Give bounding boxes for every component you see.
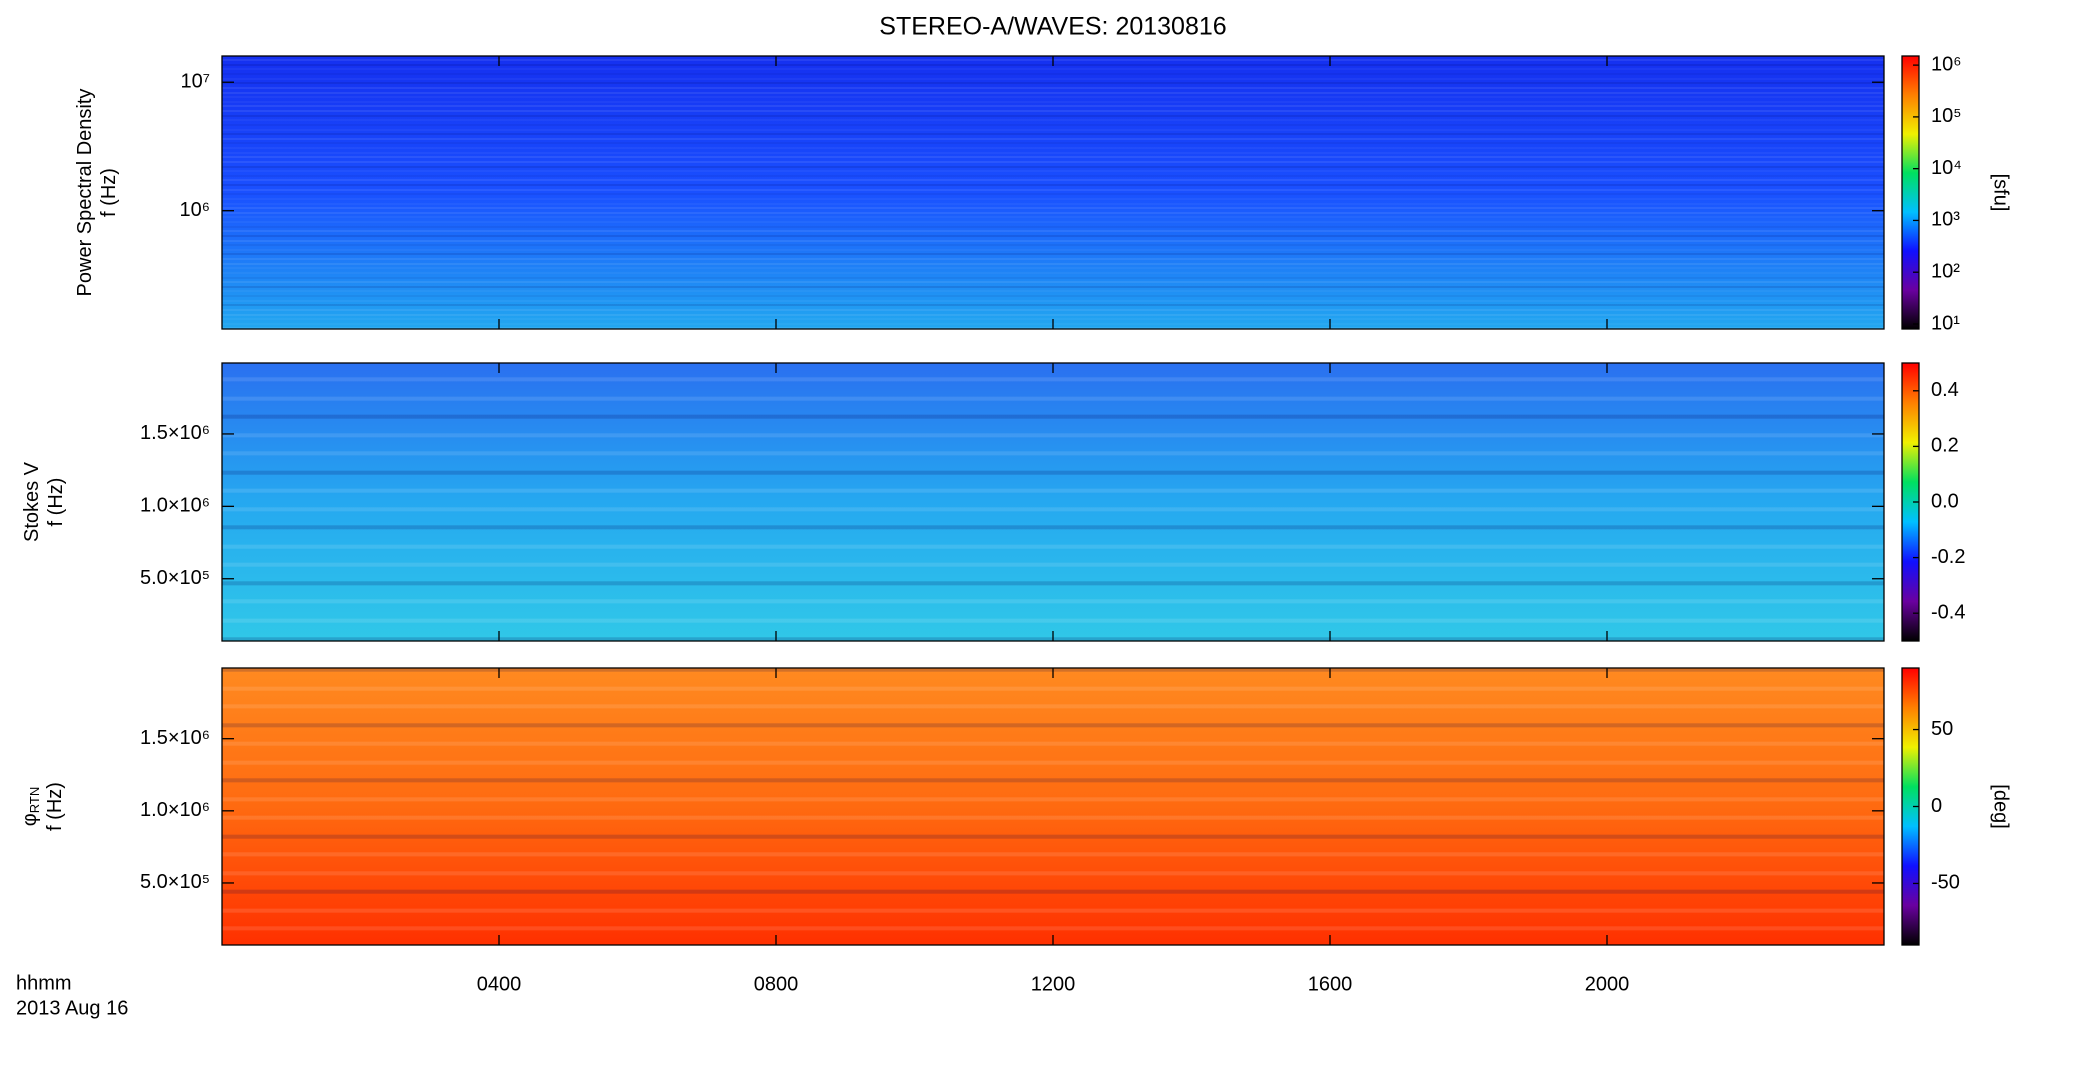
y-tick-label: 1.0×10⁶ (140, 799, 210, 821)
y-tick-label: 10⁷ (181, 71, 210, 93)
y-axis-label: Power Spectral Density f (Hz) (74, 89, 120, 297)
y-label-line: f (Hz) (44, 782, 66, 831)
y-axis-label: φRTNf (Hz) (19, 782, 66, 831)
y-label-line: f (Hz) (45, 478, 67, 527)
colorbar-tick-label: 0.2 (1931, 435, 1959, 457)
colorbar-tick-label: 10² (1931, 260, 1960, 282)
spectrogram (222, 668, 1884, 945)
colorbar-tick-label: 0.0 (1931, 490, 1959, 512)
chart-title: STEREO-A/WAVES: 20130816 (879, 13, 1226, 41)
y-tick-label: 5.0×10⁵ (140, 871, 210, 893)
colorbar-tick-label: 0 (1931, 795, 1942, 817)
y-label-line: f (Hz) (98, 168, 120, 217)
x-tick-label: 0800 (754, 973, 799, 995)
x-tick-label: 2000 (1585, 973, 1630, 995)
y-tick-label: 1.5×10⁶ (140, 422, 210, 444)
colorbar-tick-label: 10⁶ (1931, 53, 1961, 75)
colorbar-tick-label: 50 (1931, 718, 1953, 740)
y-tick-label: 10⁶ (180, 199, 210, 221)
spectrogram (222, 56, 1884, 329)
y-label-symbol: φ (19, 813, 41, 826)
colorbar-tick-label: 0.4 (1931, 379, 1959, 401)
y-tick-label: 5.0×10⁵ (140, 567, 210, 589)
y-label-line: Power Spectral Density (74, 89, 96, 297)
colorbar-tick-label: -0.4 (1931, 601, 1965, 623)
x-axis-label: hhmm (16, 972, 72, 994)
date-label: 2013 Aug 16 (16, 997, 128, 1019)
spectrogram (222, 363, 1884, 641)
colorbar-label: [sfu] (1990, 174, 2012, 212)
x-tick-label: 1200 (1031, 973, 1076, 995)
x-tick-label: 1600 (1308, 973, 1353, 995)
y-tick-label: 1.5×10⁶ (140, 727, 210, 749)
colorbar-tick-label: -50 (1931, 872, 1960, 894)
colorbar-tick-label: 10¹ (1931, 312, 1960, 334)
y-tick-label: 1.0×10⁶ (140, 495, 210, 517)
y-label-sub: RTN (27, 787, 42, 813)
colorbar-tick-label: 10³ (1931, 209, 1960, 231)
y-label-line: Stokes V (21, 461, 43, 542)
colorbar-tick-label: 10⁵ (1931, 105, 1962, 127)
colorbar (1901, 55, 1920, 330)
colorbar-tick-label: 10⁴ (1931, 157, 1962, 179)
colorbar-tick-label: -0.2 (1931, 546, 1965, 568)
colorbar-label: [deg] (1990, 784, 2012, 828)
x-tick-label: 0400 (477, 973, 522, 995)
